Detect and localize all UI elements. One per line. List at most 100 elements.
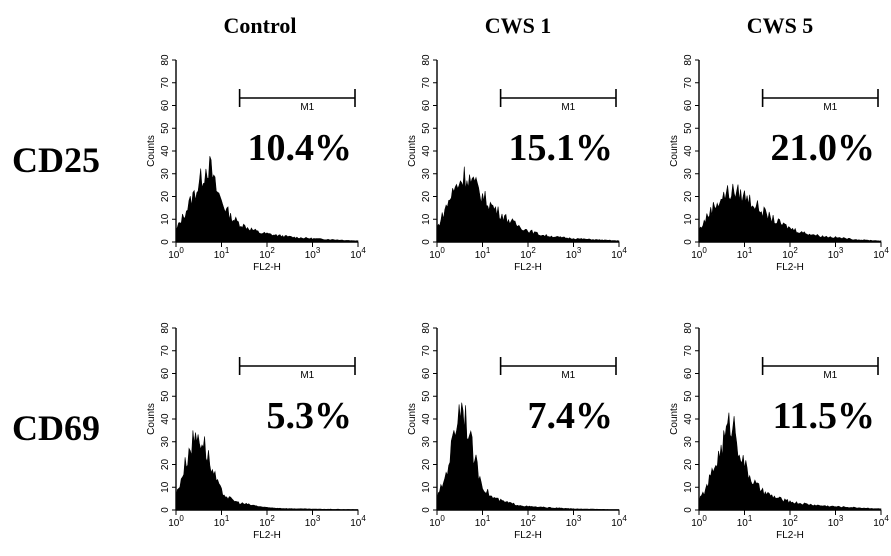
column-title-cws5: CWS 5: [747, 13, 814, 38]
histogram-area: [175, 430, 359, 511]
y-tick-label: 60: [421, 100, 432, 112]
x-tick-label: 101: [214, 246, 230, 261]
y-tick-label: 60: [160, 100, 171, 112]
x-tick-label: 102: [782, 246, 798, 261]
x-tick-label: 103: [566, 246, 582, 261]
y-tick-label: 60: [683, 100, 694, 112]
y-tick-label: 60: [160, 368, 171, 380]
column-title-cws1: CWS 1: [485, 13, 552, 38]
y-tick-label: 60: [421, 368, 432, 380]
y-axis-label: Counts: [146, 403, 157, 435]
x-tick-label: 101: [737, 514, 753, 529]
gate-label: M1: [561, 370, 575, 381]
y-tick-label: 20: [160, 191, 171, 203]
y-tick-label: 20: [160, 459, 171, 471]
x-tick-label: 102: [520, 246, 536, 261]
y-tick-label: 30: [160, 168, 171, 180]
y-tick-label: 50: [160, 390, 171, 402]
y-tick-label: 20: [683, 191, 694, 203]
percent-label: 5.3%: [267, 395, 353, 437]
x-tick-label: 102: [520, 514, 536, 529]
panel-cd25-cws5: 0 10 20 30 40 50 60 70 80 100 101 102 103 104 FL2-H Cou…: [669, 54, 889, 273]
panel-cd25-cws1: 0 10 20 30 40 50 60 70 80 100 101 102 103 104 FL2-H Cou…: [407, 54, 627, 273]
x-tick-label: 100: [168, 514, 184, 529]
gate-label: M1: [823, 370, 837, 381]
x-tick-label: 100: [429, 246, 445, 261]
x-tick-label: 103: [566, 514, 582, 529]
y-tick-label: 50: [683, 122, 694, 134]
y-tick-label: 10: [683, 213, 694, 225]
panel-cd69-cws1: 0 10 20 30 40 50 60 70 80 100 101 102 103 104 FL2-H Cou…: [407, 322, 627, 541]
histogram-area: [436, 166, 620, 243]
histogram-area: [436, 402, 620, 511]
y-tick-label: 40: [683, 413, 694, 425]
y-tick-label: 30: [160, 436, 171, 448]
gate-label: M1: [300, 370, 314, 381]
y-tick-label: 80: [683, 322, 694, 334]
x-tick-label: 100: [168, 246, 184, 261]
y-tick-label: 0: [160, 239, 171, 245]
x-tick-label: 101: [475, 246, 491, 261]
y-tick-label: 20: [421, 191, 432, 203]
y-tick-label: 80: [683, 54, 694, 66]
y-tick-label: 0: [683, 507, 694, 513]
x-tick-label: 103: [305, 514, 321, 529]
percent-label: 10.4%: [248, 127, 353, 169]
x-tick-label: 100: [429, 514, 445, 529]
histogram-area: [698, 412, 882, 511]
histogram-area: [698, 183, 882, 243]
x-tick-label: 104: [611, 514, 627, 529]
y-tick-label: 70: [683, 77, 694, 89]
panel-cd69-control: 0 10 20 30 40 50 60 70 80 100 101 102 103 104 FL2-H Cou…: [146, 322, 366, 541]
x-tick-label: 101: [737, 246, 753, 261]
y-tick-label: 0: [160, 507, 171, 513]
x-axis-label: FL2-H: [514, 530, 542, 541]
x-axis-label: FL2-H: [253, 262, 281, 273]
y-tick-label: 30: [421, 436, 432, 448]
x-tick-label: 101: [475, 514, 491, 529]
y-tick-label: 30: [683, 436, 694, 448]
x-tick-label: 102: [259, 246, 275, 261]
y-tick-label: 70: [160, 345, 171, 357]
y-tick-label: 40: [421, 413, 432, 425]
y-tick-label: 70: [421, 345, 432, 357]
y-tick-label: 10: [421, 481, 432, 493]
y-tick-label: 60: [683, 368, 694, 380]
y-tick-label: 30: [421, 168, 432, 180]
x-tick-label: 102: [782, 514, 798, 529]
y-tick-label: 40: [160, 145, 171, 157]
y-tick-label: 20: [421, 459, 432, 471]
y-tick-label: 10: [683, 481, 694, 493]
y-tick-label: 10: [160, 213, 171, 225]
y-tick-label: 0: [421, 507, 432, 513]
percent-label: 21.0%: [771, 127, 876, 169]
percent-label: 7.4%: [528, 395, 614, 437]
y-tick-label: 80: [421, 322, 432, 334]
x-tick-label: 100: [691, 514, 707, 529]
y-tick-label: 40: [160, 413, 171, 425]
x-tick-label: 101: [214, 514, 230, 529]
y-axis-label: Counts: [146, 135, 157, 167]
x-tick-label: 104: [611, 246, 627, 261]
y-tick-label: 30: [683, 168, 694, 180]
gate-label: M1: [561, 102, 575, 113]
y-tick-label: 10: [160, 481, 171, 493]
x-axis-label: FL2-H: [776, 262, 804, 273]
y-tick-label: 70: [683, 345, 694, 357]
x-tick-label: 102: [259, 514, 275, 529]
y-tick-label: 80: [160, 54, 171, 66]
x-tick-label: 104: [350, 514, 366, 529]
gate-label: M1: [823, 102, 837, 113]
y-tick-label: 50: [683, 390, 694, 402]
panel-cd69-cws5: 0 10 20 30 40 50 60 70 80 100 101 102 103 104 FL2-H Cou…: [669, 322, 889, 541]
row-label-cd25: CD25: [12, 140, 100, 180]
percent-label: 15.1%: [509, 127, 614, 169]
y-tick-label: 40: [683, 145, 694, 157]
y-tick-label: 80: [160, 322, 171, 334]
y-tick-label: 50: [421, 122, 432, 134]
y-axis-label: Counts: [407, 135, 418, 167]
y-tick-label: 70: [421, 77, 432, 89]
y-tick-label: 50: [421, 390, 432, 402]
